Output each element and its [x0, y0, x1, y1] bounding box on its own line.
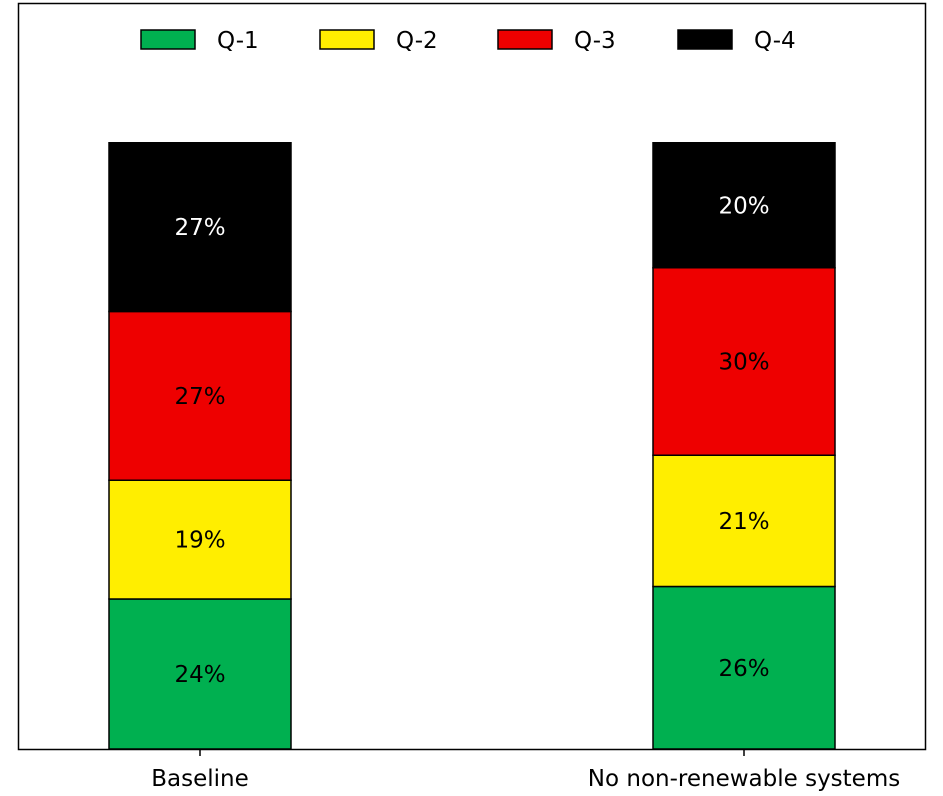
bar-segment: [652, 454, 836, 588]
bar-segment: [108, 479, 292, 600]
data-label: 19%: [174, 528, 225, 554]
data-label: 21%: [718, 509, 769, 535]
bar-segment: [652, 267, 836, 456]
bars-group: 24% 19% 27% 27% 26% 21% 30% 20%: [108, 142, 836, 750]
x-tick-label: No non-renewable systems: [588, 766, 900, 792]
bar-segment: [108, 142, 292, 313]
legend-label: Q-1: [217, 28, 259, 54]
legend-label: Q-3: [574, 28, 616, 54]
plot-frame: [17, 2, 927, 751]
legend-swatch: [319, 29, 375, 50]
legend-label: Q-2: [396, 28, 438, 54]
data-label: 27%: [174, 215, 225, 241]
bar-segment: [652, 142, 836, 269]
legend-swatch: [497, 29, 553, 50]
legend-swatch: [140, 29, 196, 50]
x-tick-label: Baseline: [151, 766, 249, 792]
data-label: 30%: [718, 350, 769, 376]
data-label: 24%: [174, 662, 225, 688]
legend-label: Q-4: [754, 28, 796, 54]
data-label: 27%: [174, 384, 225, 410]
data-label: 26%: [718, 656, 769, 682]
x-axis-ticks: Baseline No non-renewable systems: [151, 749, 900, 792]
data-label: 20%: [718, 193, 769, 219]
legend: Q-1 Q-2 Q-3 Q-4: [140, 28, 796, 54]
legend-swatch: [677, 29, 733, 50]
